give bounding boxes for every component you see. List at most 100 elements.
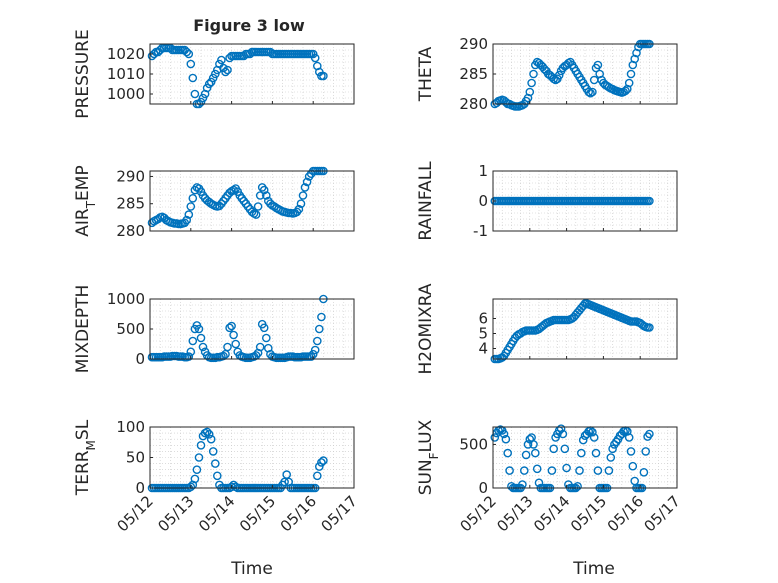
data-point <box>227 482 236 492</box>
data-point <box>229 330 238 340</box>
grid-lines <box>492 43 678 105</box>
data-point <box>186 202 196 211</box>
data-point <box>641 447 651 456</box>
data-point <box>184 352 194 361</box>
data-point <box>204 79 214 89</box>
data-series <box>147 166 328 229</box>
data-point <box>547 466 557 475</box>
y-tick-label: 500 <box>116 320 145 338</box>
data-point <box>584 87 594 97</box>
data-point <box>525 87 535 97</box>
data-point <box>573 481 582 491</box>
data-point <box>490 433 500 442</box>
data-point <box>210 459 220 468</box>
data-point <box>532 464 542 474</box>
data-point <box>505 466 514 475</box>
data-point <box>630 54 640 64</box>
y-tick-label: 5 <box>478 325 488 343</box>
data-point <box>217 55 226 65</box>
data-point <box>194 453 204 462</box>
y-tick-label: 1000 <box>107 290 145 308</box>
y-tick-label: 290 <box>459 35 488 53</box>
data-point <box>208 447 218 456</box>
data-point <box>575 466 584 475</box>
data-point <box>645 429 654 439</box>
y-axis-label-1: PRESSURE <box>73 29 93 118</box>
data-point <box>562 463 571 473</box>
y-axis-label-5: MIXDEPTH <box>73 285 93 374</box>
data-series <box>147 294 328 363</box>
y-tick-label: 285 <box>459 65 488 83</box>
data-point <box>578 435 588 445</box>
data-point <box>253 202 263 211</box>
data-point <box>190 89 200 99</box>
axes-box <box>492 298 678 360</box>
data-point <box>261 333 271 343</box>
data-point <box>204 429 214 439</box>
y-axis-label-4: RAINFALL <box>416 161 436 241</box>
data-point <box>577 448 586 458</box>
axes-box <box>149 170 355 232</box>
data-point <box>593 466 603 475</box>
data-point <box>294 204 304 214</box>
y-axis-label-6: H2OMIXRA <box>416 283 436 374</box>
data-point <box>186 59 196 69</box>
data-point <box>231 339 240 349</box>
y-axis-label-3: AIRTEMP <box>73 165 98 236</box>
data-point <box>586 88 595 98</box>
x-axis-label-right: Time <box>572 559 615 579</box>
data-point <box>589 433 599 442</box>
data-point <box>188 73 198 83</box>
data-point <box>319 456 328 465</box>
data-point <box>182 215 191 225</box>
subplot-5: 0 500 1000 MIXDEPTH <box>73 285 355 374</box>
data-point <box>300 183 310 192</box>
data-point <box>206 434 216 444</box>
data-point <box>255 342 265 352</box>
subplot-2: 280 285 290 THETA <box>416 35 678 113</box>
data-point <box>202 427 212 437</box>
data-point <box>645 196 654 206</box>
data-point <box>521 450 531 460</box>
data-point <box>529 440 538 449</box>
y-tick-label: 0 <box>478 479 488 497</box>
data-point <box>310 345 320 355</box>
y-tick-label: 50 <box>126 449 145 467</box>
data-point <box>251 210 261 219</box>
data-point <box>206 77 216 87</box>
data-point <box>591 448 601 458</box>
data-series <box>490 196 654 206</box>
data-point <box>312 336 322 346</box>
data-point <box>606 453 616 462</box>
y-tick-label: 280 <box>459 95 488 113</box>
data-point <box>188 336 198 346</box>
data-point <box>317 458 326 467</box>
y-tick-label: 285 <box>116 195 145 213</box>
y-tick-label: 1000 <box>107 85 145 103</box>
data-point <box>549 444 559 454</box>
data-point <box>196 97 206 107</box>
y-axis-label-7: TERRMSL <box>73 419 98 496</box>
data-point <box>595 69 605 79</box>
data-series <box>490 39 654 111</box>
data-point <box>259 185 269 195</box>
data-point <box>186 347 196 357</box>
data-point <box>223 65 232 75</box>
data-point <box>186 482 196 492</box>
data-point <box>302 177 312 187</box>
data-point <box>608 444 617 454</box>
subplot-1: 1000 1010 1020 PRESSURE <box>73 29 355 119</box>
data-point <box>223 342 232 352</box>
y-tick-label: 1 <box>478 162 488 180</box>
data-point <box>529 69 538 79</box>
data-point <box>556 424 566 434</box>
data-point <box>628 461 638 471</box>
data-point <box>501 434 511 444</box>
data-point <box>225 323 234 333</box>
data-point <box>298 191 308 200</box>
y-tick-label: 280 <box>116 222 145 240</box>
data-point <box>527 78 536 88</box>
figure-title: Figure 3 low <box>193 16 305 35</box>
y-axis-label-2: THETA <box>416 46 436 102</box>
